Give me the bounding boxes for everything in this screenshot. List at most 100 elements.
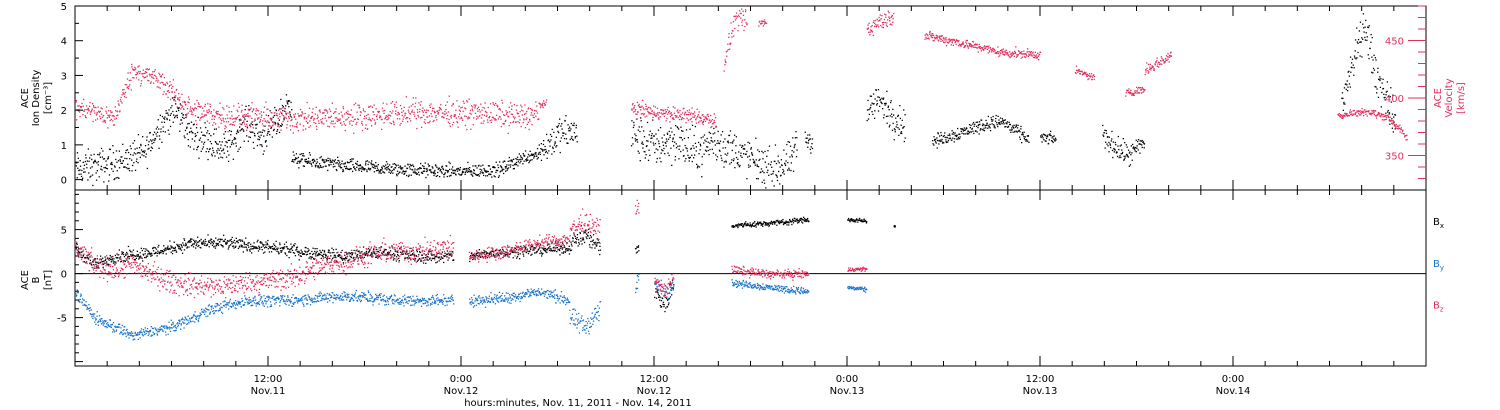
velocity-point: [1132, 94, 1134, 96]
velocity-point: [461, 106, 463, 108]
density-point: [999, 117, 1002, 119]
velocity-point: [483, 120, 485, 122]
velocity-point: [418, 102, 420, 104]
velocity-point: [381, 107, 383, 109]
density-point: [433, 174, 435, 177]
bx-point: [309, 256, 311, 258]
density-point: [256, 123, 258, 125]
density-point: [327, 169, 329, 172]
velocity-point: [656, 113, 658, 115]
velocity-point: [128, 79, 130, 82]
density-point: [659, 157, 661, 159]
bx-point: [326, 259, 328, 261]
density-point: [186, 126, 188, 128]
velocity-point: [449, 115, 452, 117]
density-point: [679, 136, 681, 139]
density-point: [1350, 71, 1352, 73]
bx-point: [201, 243, 203, 245]
density-point: [958, 138, 961, 140]
density-point: [636, 139, 638, 141]
density-point: [639, 130, 641, 133]
density-point: [451, 172, 453, 174]
density-point: [190, 130, 193, 132]
velocity-point: [413, 111, 415, 113]
velocity-point: [1384, 114, 1387, 117]
density-point: [668, 130, 670, 133]
bx-point: [318, 253, 320, 255]
density-point: [1345, 83, 1347, 85]
velocity-point: [1160, 56, 1162, 58]
velocity-point: [354, 118, 356, 120]
velocity-point: [253, 120, 255, 122]
density-point: [488, 165, 491, 167]
density-point: [377, 164, 379, 166]
bx-point: [282, 248, 284, 250]
velocity-point: [454, 115, 456, 117]
velocity-point: [371, 125, 373, 127]
density-point: [654, 151, 656, 154]
velocity-point: [1083, 73, 1085, 75]
density-point: [747, 156, 749, 158]
density-point: [435, 175, 437, 177]
density-point: [80, 175, 83, 178]
velocity-point: [880, 24, 882, 27]
density-point: [1046, 135, 1049, 138]
density-point: [794, 137, 796, 139]
density-point: [373, 171, 376, 173]
bx-point: [392, 259, 395, 261]
density-point: [1009, 123, 1011, 126]
velocity-point: [100, 113, 103, 115]
velocity-point: [948, 41, 950, 43]
bx-point: [266, 242, 268, 245]
velocity-point: [143, 73, 145, 75]
density-point: [770, 173, 772, 175]
density-point: [676, 126, 678, 128]
density-point: [655, 148, 657, 150]
density-point: [739, 164, 741, 167]
velocity-point: [286, 127, 288, 129]
density-point: [636, 141, 639, 143]
velocity-point: [463, 102, 465, 104]
density-point: [1120, 156, 1122, 159]
bx-point: [108, 259, 110, 261]
velocity-point: [1001, 52, 1004, 54]
density-point: [710, 139, 712, 142]
velocity-point: [683, 114, 686, 116]
density-point: [1134, 150, 1136, 152]
density-point: [93, 153, 95, 156]
velocity-point: [710, 120, 712, 122]
velocity-point: [1389, 120, 1391, 122]
velocity-point: [981, 47, 984, 49]
velocity-point: [199, 119, 201, 121]
density-point: [269, 134, 271, 136]
density-point: [195, 134, 197, 137]
velocity-point: [542, 105, 544, 107]
velocity-point: [983, 49, 985, 51]
density-point: [685, 158, 687, 160]
density-point: [1045, 140, 1047, 142]
velocity-tick-label: 400: [1385, 94, 1404, 105]
velocity-point: [1130, 89, 1132, 91]
density-point: [1129, 151, 1131, 153]
density-point: [776, 175, 778, 177]
density-point: [1346, 80, 1348, 82]
density-point: [422, 172, 424, 174]
density-point: [331, 159, 334, 161]
bx-point: [329, 257, 331, 260]
density-point: [281, 104, 284, 107]
velocity-point: [423, 114, 425, 116]
velocity-point: [1396, 125, 1398, 128]
density-point: [94, 159, 96, 161]
velocity-point: [669, 113, 671, 115]
velocity-point: [280, 108, 282, 110]
density-point: [783, 170, 785, 172]
velocity-point: [95, 107, 97, 109]
velocity-point: [1093, 74, 1095, 76]
density-point: [1011, 125, 1014, 127]
velocity-point: [1368, 111, 1370, 113]
density-point: [666, 140, 668, 142]
density-point: [188, 122, 190, 125]
velocity-point: [244, 125, 247, 128]
velocity-point: [998, 55, 1000, 58]
velocity-point: [1013, 55, 1015, 57]
